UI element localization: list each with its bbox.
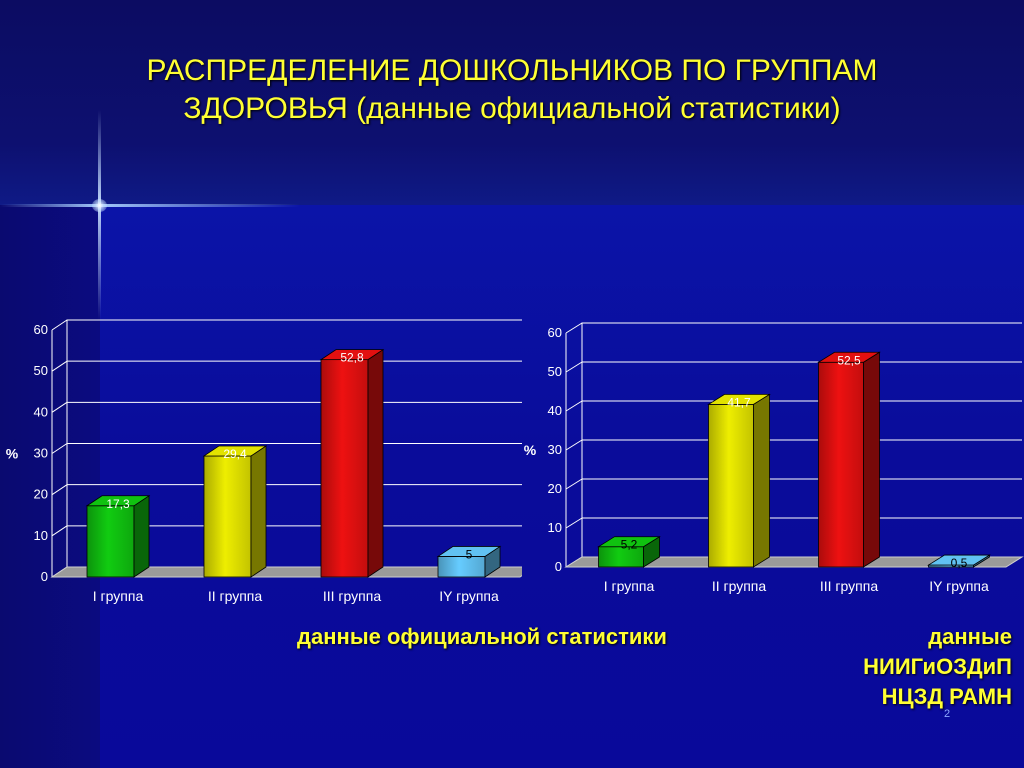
bar-value-label: 5 [466,547,473,561]
grid-diagonal [51,319,68,331]
y-tick-label: 20 [34,487,48,502]
y-tick-label: 60 [548,325,562,340]
y-tick-label: 10 [34,528,48,543]
bar-front [708,403,754,568]
grid-diagonal [565,478,583,490]
bar-side [753,393,770,568]
x-tick-label: II группа [208,588,263,604]
grid-diagonal [51,401,68,413]
bar-top [85,495,151,507]
caption-official-statistics: данные официальной статистики [297,624,667,649]
grid-diagonal [51,443,68,454]
slide-title-line-2: ЗДОРОВЬЯ (данные официальной статистики) [183,92,841,125]
grid-diagonal [565,361,583,373]
grid-diagonal [565,400,583,412]
y-tick-label: 60 [34,322,48,337]
sparkle-decoration-vertical [98,110,101,320]
grid-diagonal [51,360,68,372]
x-tick-label: IY группа [929,578,989,594]
bar-top [817,351,881,363]
y-tick-label: 50 [34,363,48,378]
caption-right-line-2: НИИГиОЗДиП [863,654,1012,679]
caption-right-line-1: данные [928,624,1012,649]
bar-value-label: 0,5 [951,556,968,570]
y-tick-label: 50 [548,364,562,379]
y-tick-label: 40 [548,403,562,418]
bar-value-label: 52,8 [340,351,364,365]
grid-diagonal [565,517,583,529]
bar-top [707,393,771,405]
grid-diagonal [51,484,68,496]
bar-side [863,351,880,568]
bar-value-label: 29,4 [223,447,247,461]
header-background [0,0,1024,205]
caption-right-line-3: НЦЗД РАМН [881,684,1012,709]
bar-top [927,554,991,566]
x-tick-label: II группа [712,578,767,594]
x-tick-label: III группа [820,578,878,594]
bar-side [133,495,150,578]
x-tick-label: IY группа [439,588,499,604]
y-tick-label: 20 [548,481,562,496]
bar-top [202,445,268,457]
grid-diagonal [51,525,68,537]
sparkle-core [92,199,107,212]
bar-top [597,536,661,548]
bar-front [86,505,135,578]
y-tick-label: 30 [548,442,562,457]
y-tick-label: 0 [555,559,562,574]
bar-side [367,348,384,578]
y-tick-label: 40 [34,404,48,419]
y-tick-label: 10 [548,520,562,535]
slide-title-line-1: РАСПРЕДЕЛЕНИЕ ДОШКОЛЬНИКОВ ПО ГРУППАМ [146,54,878,87]
y-axis-label: % [6,446,19,462]
bar-value-label: 5,2 [621,538,638,552]
caption-niigiozdip: данные НИИГиОЗДиП НЦЗД РАМН [780,622,1012,712]
slide-title: РАСПРЕДЕЛЕНИЕ ДОШКОЛЬНИКОВ ПО ГРУППАМ ЗД… [60,52,964,128]
x-tick-label: III группа [323,588,381,604]
bar-front [818,361,864,568]
bar-top [436,546,502,557]
chart-official-statistics: 0 10 20 30 40 50 60% 17,3 I группа 29,4 II группа 5… [6,319,522,604]
x-tick-label: I группа [604,578,655,594]
bar-value-label: 41,7 [727,395,751,409]
bar-value-label: 52,5 [837,353,861,367]
left-band-background [0,205,100,768]
page-number: 2 [944,708,951,720]
y-tick-label: 30 [34,446,48,461]
bar-front [320,359,369,578]
bar-top [319,349,385,361]
grid-diagonal [565,322,583,334]
bar-value-label: 17,3 [106,497,130,511]
y-axis-label: % [524,442,537,458]
x-tick-label: I группа [93,588,144,604]
grid-diagonal [565,439,583,451]
bar-front [203,455,252,578]
y-tick-label: 0 [41,569,48,584]
bar-front [437,556,486,578]
bar-side [250,445,267,578]
sparkle-decoration [0,204,300,207]
chart-niigiozdip: 0 10 20 30 40 50 60% 5,2 I группа 41,7 II группа 52… [524,322,1024,594]
